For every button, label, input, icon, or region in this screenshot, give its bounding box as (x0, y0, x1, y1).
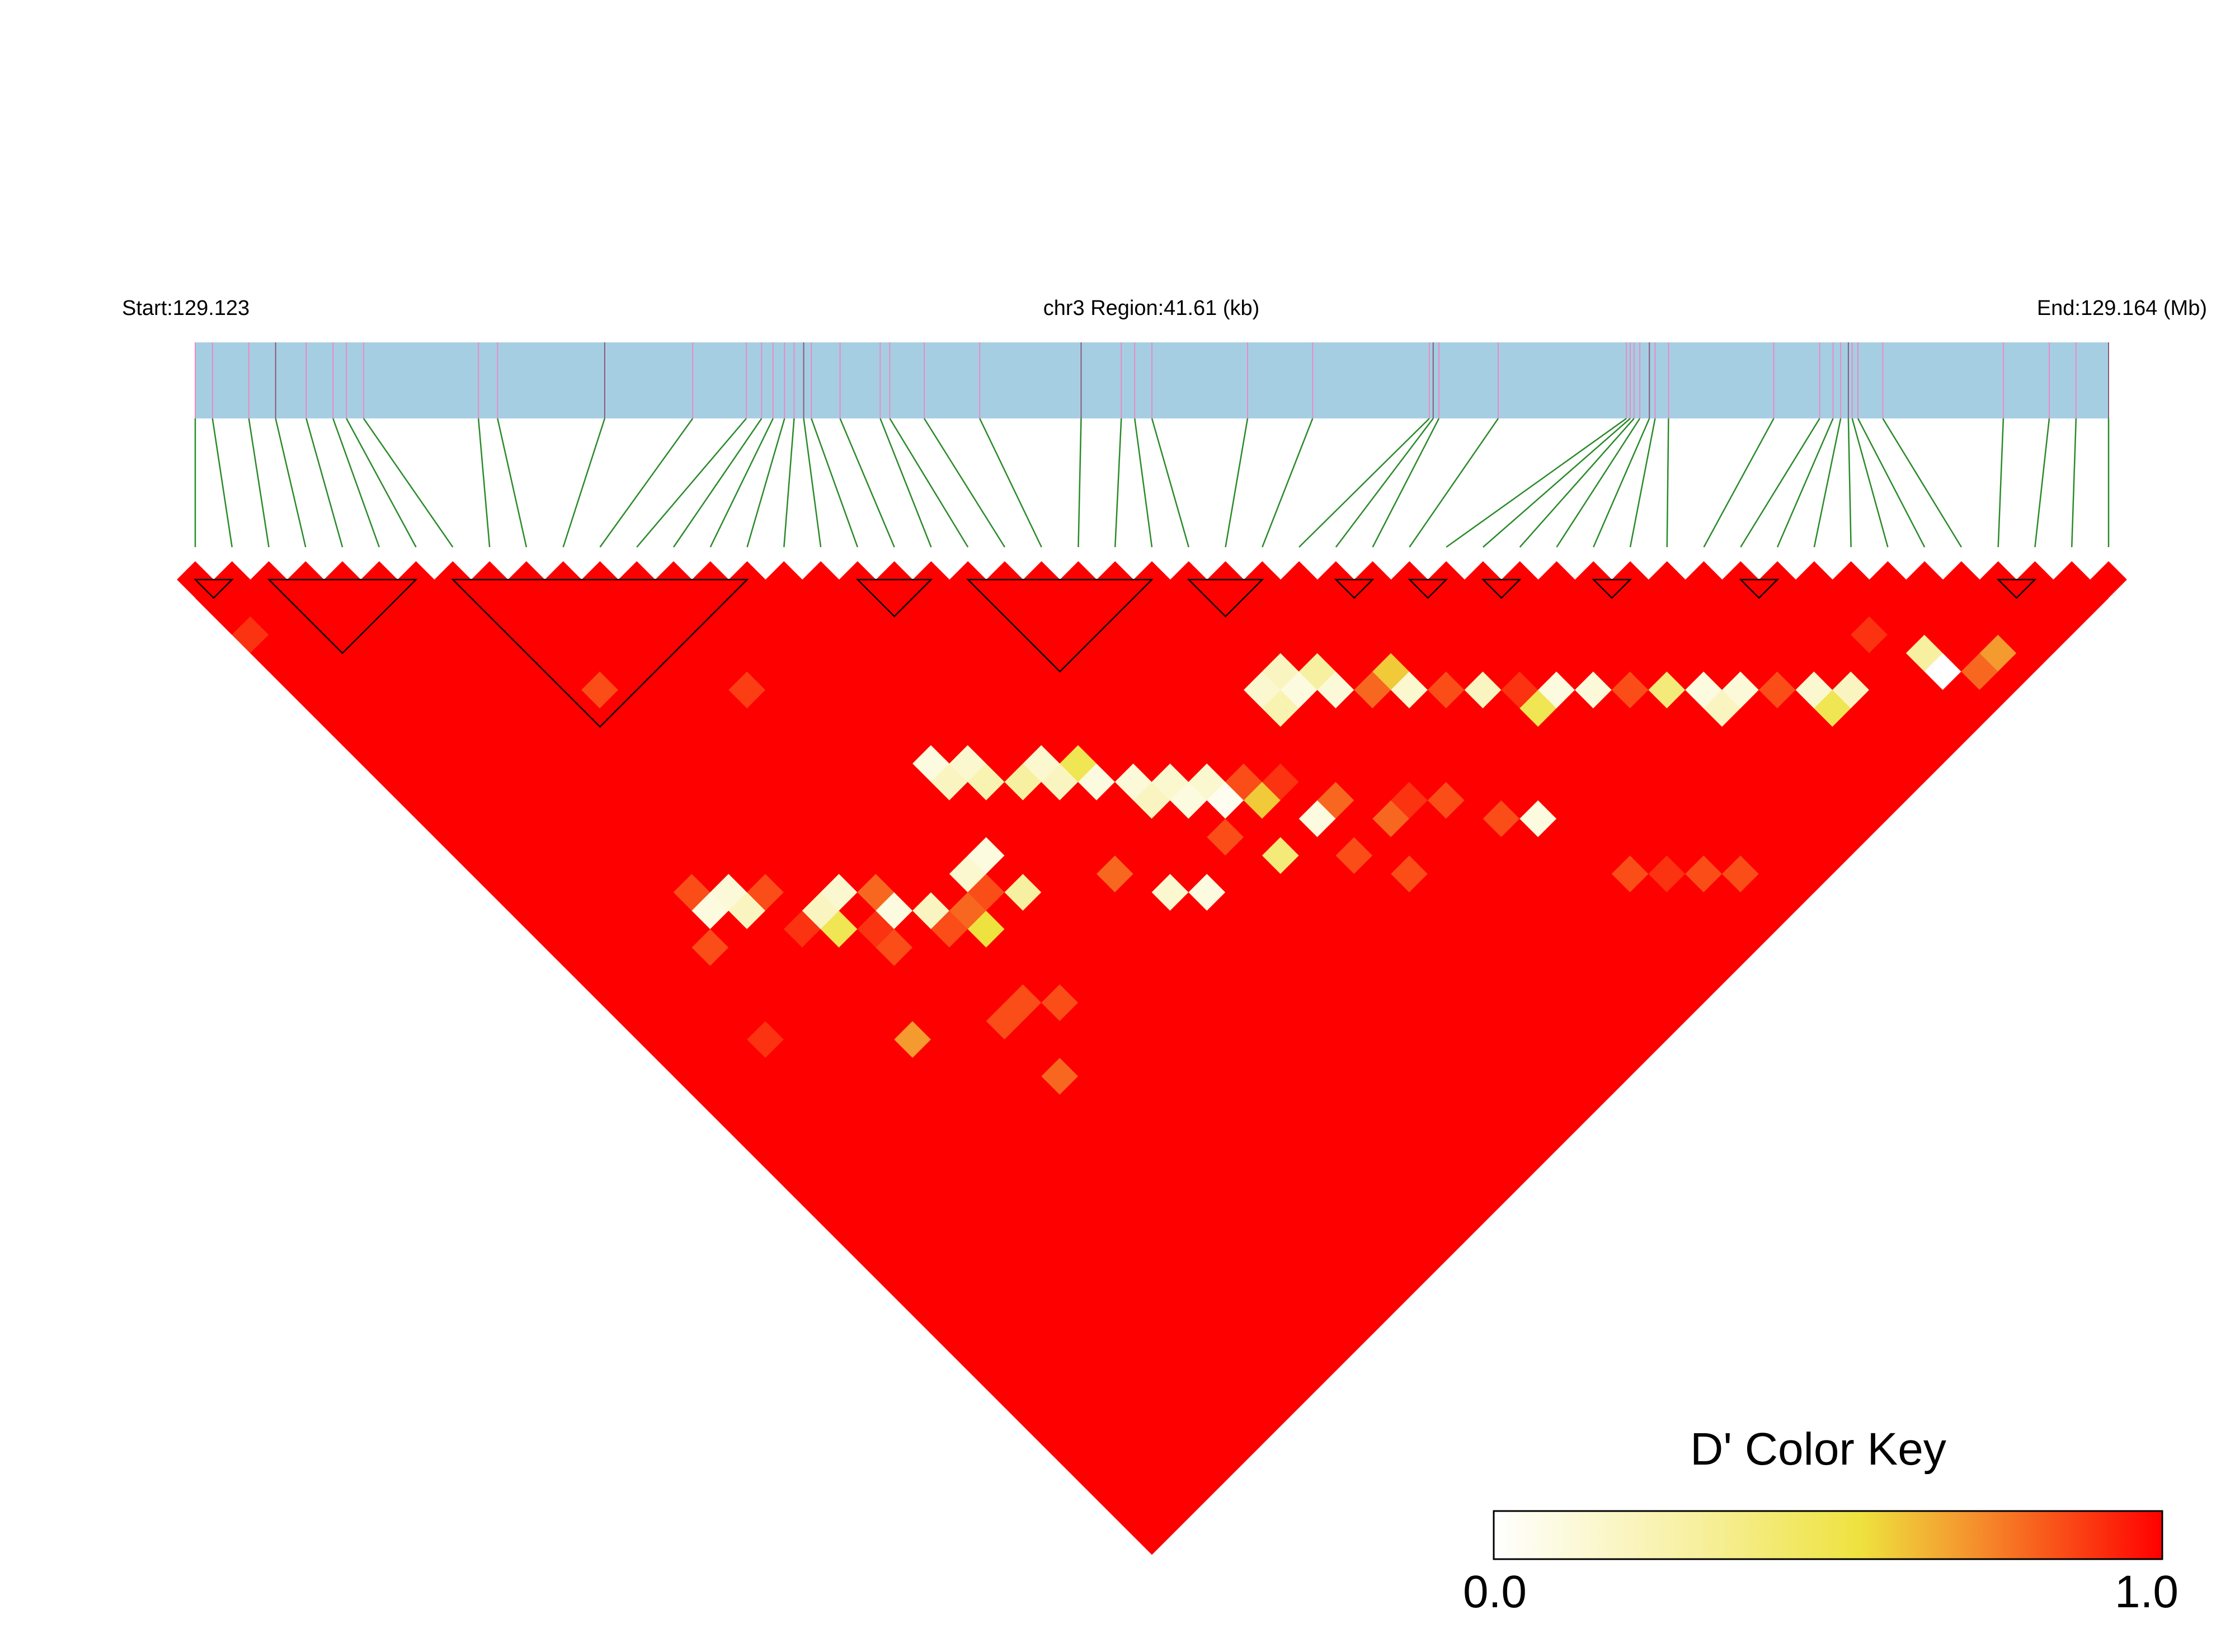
snp-connector-line (1666, 418, 1669, 548)
snp-connector-line (275, 418, 307, 548)
snp-connector-line (477, 418, 491, 548)
snp-connector-line (879, 418, 932, 548)
snp-apex-diamond (1869, 561, 1907, 598)
haplotype-block (451, 578, 749, 728)
snp-connector-line (1556, 418, 1641, 548)
snp-connector-line (562, 418, 606, 548)
snp-connector-line (1335, 418, 1434, 548)
snp-connector-line (979, 418, 1042, 548)
snp-apex-diamond (1832, 561, 1870, 598)
snp-connector-line (1813, 418, 1842, 548)
snp-connector-line (1997, 418, 2005, 548)
haplotype-block (1996, 578, 2037, 599)
haplotype-block (855, 578, 933, 618)
snp-connector-line (1133, 418, 1153, 548)
color-key-gradient-bar (1493, 1510, 2163, 1560)
color-key-min-label: 0.0 (1463, 1566, 1527, 1617)
snp-connector-line (1483, 418, 1631, 548)
haplotype-block (193, 578, 234, 599)
snp-connector-line (346, 418, 417, 548)
snp-connector-line (305, 418, 344, 548)
start-position-label: Start:129.123 (122, 296, 250, 320)
snp-connector-line (1519, 418, 1635, 548)
snp-connector-line (1740, 418, 1820, 548)
snp-connector-line (783, 418, 795, 548)
snp-connector-line (1847, 418, 1852, 548)
snp-marker-ticks (195, 342, 2109, 418)
snp-apex-diamond (802, 561, 839, 598)
ld-cell (2071, 579, 2109, 617)
snp-connector-line (803, 418, 822, 548)
snp-connector-line (497, 418, 528, 548)
snp-connector-line (1409, 418, 1499, 548)
snp-connector-line (1151, 418, 1189, 548)
snp-connector-line (636, 418, 747, 548)
snp-connector-line (1703, 418, 1775, 548)
snp-apex-diamond (1943, 561, 1980, 598)
snp-apex-diamond (1685, 561, 1723, 598)
haplotype-block (1592, 578, 1632, 599)
snp-connector-line (672, 418, 763, 548)
snp-connector-line (248, 418, 270, 548)
snp-connector-line (1262, 418, 1314, 548)
snp-connector-line (1298, 418, 1430, 548)
snp-apex-diamond (1281, 561, 1318, 598)
snp-connector-line (1077, 418, 1082, 548)
snp-apex-diamond (1795, 561, 1833, 598)
haplotype-block (1481, 578, 1522, 599)
snp-apex-diamond (1648, 561, 1686, 598)
snp-connector-line (1857, 418, 1926, 548)
snp-connector-line (1776, 418, 1834, 548)
snp-connector-line (709, 418, 774, 548)
snp-connector-line (839, 418, 895, 548)
region-label: chr3 Region:41.61 (kb) (1043, 296, 1260, 320)
snp-connector-line (1882, 418, 1962, 548)
snp-connector-line (332, 418, 380, 548)
snp-connector-line (1851, 418, 1889, 548)
snp-apex-diamond (765, 561, 803, 598)
haplotype-block (1187, 578, 1264, 618)
snp-connector-line (1593, 418, 1650, 548)
snp-apex-diamond (1538, 561, 1575, 598)
color-key-title: D' Color Key (1690, 1424, 1946, 1475)
haplotype-block-outlines (193, 578, 2037, 728)
snp-connector-line (211, 418, 233, 548)
haplotype-block (1408, 578, 1448, 599)
snp-connector-line (1372, 418, 1440, 548)
snp-connector-line (599, 418, 694, 548)
snp-connector-line (746, 418, 785, 548)
snp-connector-line (1114, 418, 1122, 548)
snp-apex-diamond (1906, 561, 1944, 598)
snp-connector-line (1446, 417, 1627, 548)
color-key-max-label: 1.0 (2115, 1566, 2178, 1617)
haplotype-block (267, 578, 418, 655)
ld-dprime-triangle (177, 561, 2127, 1555)
snp-connector-line (811, 418, 859, 548)
snp-connector-line (2034, 418, 2050, 548)
snp-apex-diamond (2090, 561, 2127, 598)
snp-connector-line (2071, 418, 2077, 548)
end-position-label: End:129.164 (Mb) (2037, 296, 2207, 320)
haplotype-block (1739, 578, 1780, 599)
snp-connector-lines (194, 417, 2110, 548)
snp-connector-line (363, 418, 454, 548)
haplotype-block (1334, 578, 1375, 599)
snp-connector-line (889, 418, 969, 548)
haplotype-block (966, 578, 1154, 673)
snp-connector-line (923, 418, 1005, 548)
snp-apex-diamond (2053, 561, 2091, 598)
snp-connector-line (1629, 418, 1656, 548)
snp-connector-line (1225, 418, 1249, 548)
